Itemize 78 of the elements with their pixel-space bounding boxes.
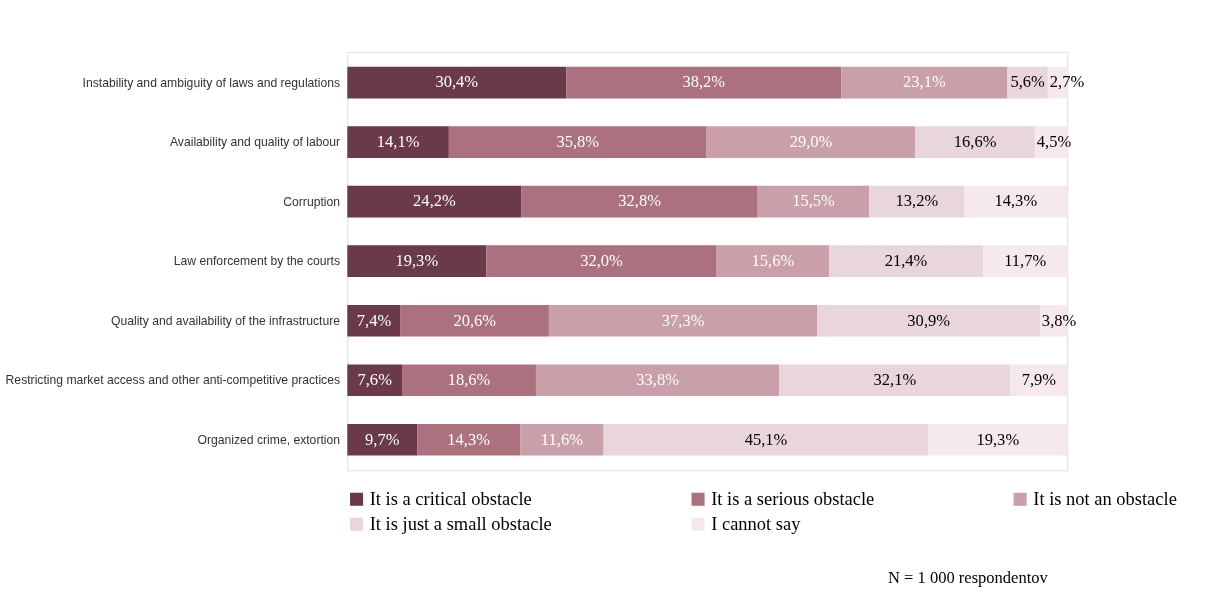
bar (566, 66, 842, 99)
data-label: 33,8% (636, 370, 680, 390)
data-label: 16,6% (953, 131, 997, 151)
bar (706, 126, 916, 158)
data-label: 19,3% (976, 429, 1020, 449)
data-label: 9,7% (365, 429, 400, 449)
bar (928, 423, 1068, 456)
data-label: 7,4% (356, 310, 392, 330)
data-label: 23,1% (903, 72, 946, 92)
data-label: 2,7% (1049, 72, 1085, 92)
bar (548, 304, 818, 337)
bar (841, 66, 1008, 99)
bar (417, 423, 521, 456)
bar (983, 245, 1068, 277)
data-label: 3,8% (1041, 310, 1077, 330)
data-label: 37,3% (661, 310, 705, 330)
bar (347, 126, 449, 158)
data-label: 4,5% (1036, 131, 1072, 151)
data-label: 21,4% (884, 251, 928, 270)
bar (603, 423, 929, 456)
data-label: 14,3% (994, 191, 1038, 211)
bar (757, 185, 870, 218)
bar (1010, 364, 1068, 396)
bar (448, 126, 707, 158)
data-label: 32,1% (873, 370, 917, 390)
data-label: 38,2% (682, 72, 726, 92)
y-tick-label: Law enforcement by the courts (173, 254, 341, 269)
bar (347, 364, 403, 396)
legend-label: I cannot say (711, 514, 802, 535)
bar (347, 245, 487, 277)
bar (347, 185, 522, 218)
data-label: 32,0% (580, 251, 624, 270)
y-tick-label: Corruption (283, 194, 341, 209)
bar (521, 185, 758, 218)
bar (486, 245, 717, 277)
data-label: 14,3% (447, 429, 491, 449)
y-tick-label: Availability and quality of labour (169, 135, 341, 150)
bar (817, 304, 1040, 337)
bar (828, 245, 984, 277)
data-label: 20,6% (453, 310, 497, 330)
legend-label: It is just a small obstacle (369, 514, 552, 535)
data-label: 45,1% (744, 429, 788, 449)
data-label: 29,0% (789, 131, 833, 151)
data-label: 5,6% (1010, 72, 1046, 92)
data-label: 35,8% (556, 131, 600, 151)
data-label: 19,3% (395, 251, 439, 270)
bar (347, 66, 567, 99)
y-tick-label: Restricting market access and other anti-competitive practices (5, 373, 341, 388)
bar (716, 245, 829, 277)
data-label: 24,2% (413, 191, 457, 211)
bar (400, 304, 549, 337)
data-label: 32,8% (618, 191, 662, 211)
bar (915, 126, 1035, 158)
data-label: 30,9% (907, 310, 951, 330)
bar (402, 364, 536, 396)
y-tick-label: Organized crime, extortion (197, 432, 341, 447)
data-label: 15,5% (792, 191, 836, 211)
legend-label: It is not an obstacle (1033, 489, 1177, 510)
y-tick-label: Quality and availability of the infrastructure (110, 313, 341, 328)
data-label: 30,4% (435, 72, 479, 92)
bar (964, 185, 1068, 218)
data-label: 13,2% (895, 191, 939, 211)
legend-label: It is a serious obstacle (711, 489, 875, 510)
bar (779, 364, 1011, 396)
data-label: 11,7% (1004, 251, 1047, 270)
bar (535, 364, 780, 396)
data-label: 11,6% (540, 429, 584, 449)
bar (869, 185, 965, 218)
text: N = 1 000 respondentov (888, 568, 1049, 588)
bar (520, 423, 604, 456)
data-label: 15,6% (751, 251, 795, 270)
y-tick-label: Instability and ambiguity of laws and regulations (82, 75, 341, 90)
data-label: 7,6% (357, 370, 393, 390)
bar (347, 423, 418, 456)
data-label: 18,6% (447, 370, 491, 390)
data-label: 7,9% (1021, 370, 1057, 390)
data-label: 14,1% (376, 131, 420, 151)
legend-label: It is a critical obstacle (369, 489, 532, 510)
